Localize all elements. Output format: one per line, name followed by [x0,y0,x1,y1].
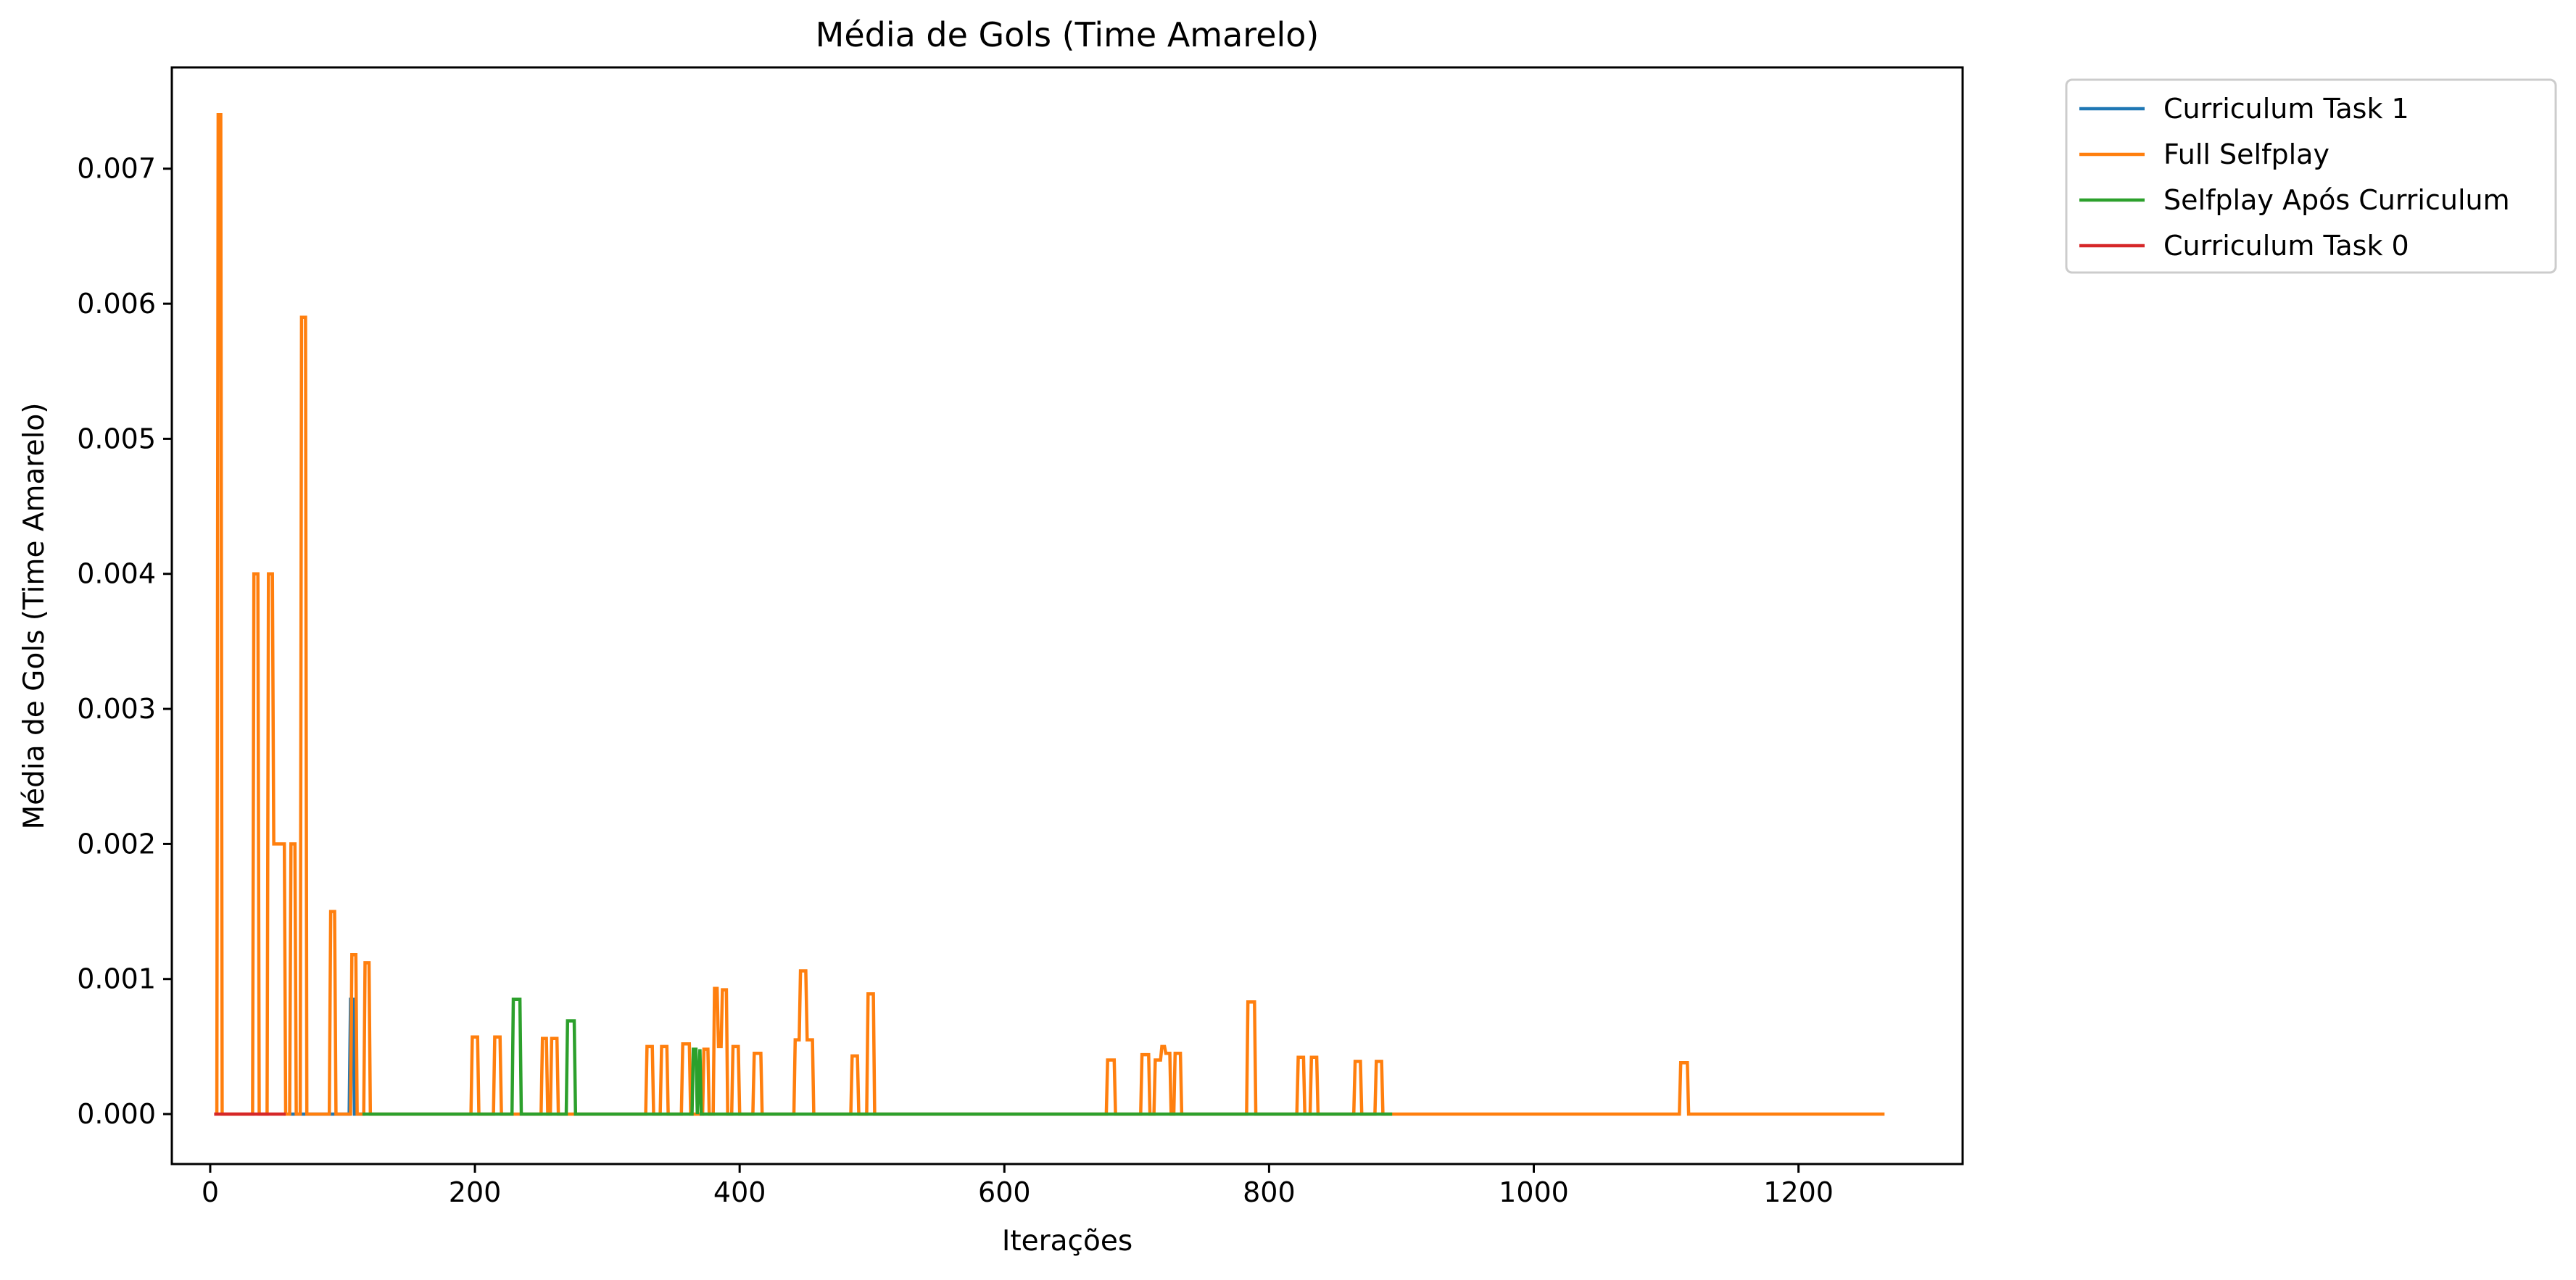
x-tick-label: 1000 [1499,1176,1569,1208]
x-tick-label: 800 [1243,1176,1296,1208]
y-tick-label: 0.006 [77,288,156,320]
x-tick-label: 1200 [1763,1176,1834,1208]
y-tick-label: 0.001 [77,963,156,995]
legend-frame [2065,78,2557,274]
y-tick-label: 0.002 [77,828,156,860]
y-tick-label: 0.003 [77,693,156,725]
x-axis-label: Iterações [1002,1225,1132,1258]
y-tick-label: 0.005 [77,423,156,454]
x-tick-label: 600 [978,1176,1031,1208]
series-line-2 [215,112,1885,1116]
x-tick-label: 200 [449,1176,502,1208]
plot-area-frame [170,66,1964,1165]
x-axis-ticks: 0 200 400 600 800 1000 1200 [202,1164,1834,1208]
y-tick-label: 0.000 [77,1098,156,1130]
legend-label-3: Selfplay Após Curriculum [2163,184,2510,216]
y-axis-ticks: 0.000 0.001 0.002 0.003 0.004 0.005 0.006 0.007 [77,153,172,1130]
legend-label-1: Curriculum Task 1 [2163,93,2409,125]
legend-label-2: Full Selfplay [2163,138,2329,170]
plot-series [214,112,1885,1116]
legend: Curriculum Task 1 Full Selfplay Selfplay A… [2065,78,2557,274]
legend-label-4: Curriculum Task 0 [2163,230,2409,262]
x-tick-label: 0 [202,1176,219,1208]
series-line-3 [362,997,1393,1116]
y-axis-label: Média de Gols (Time Amarelo) [18,402,51,829]
y-tick-label: 0.007 [77,153,156,185]
y-tick-label: 0.004 [77,558,156,590]
chart-title: Média de Gols (Time Amarelo) [816,15,1320,54]
x-tick-label: 400 [713,1176,766,1208]
